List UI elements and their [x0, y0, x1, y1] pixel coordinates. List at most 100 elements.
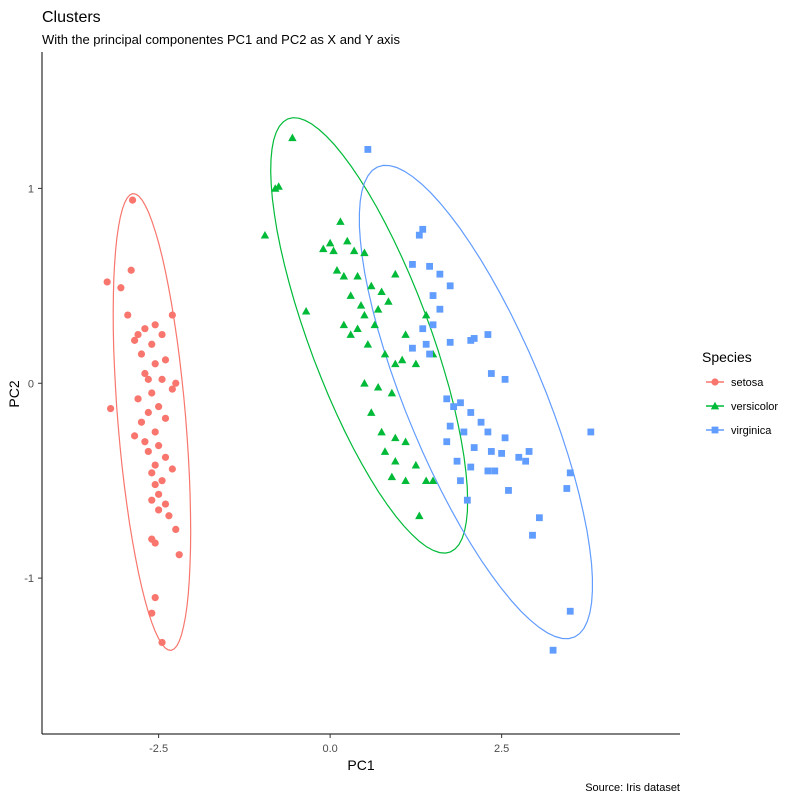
- point-virginica: [501, 375, 509, 383]
- legend-title: Species: [702, 349, 752, 365]
- x-tick-label: 0.0: [322, 743, 337, 755]
- point-virginica: [477, 418, 485, 426]
- point-setosa: [158, 477, 166, 485]
- legend-label-versicolor: versicolor: [731, 401, 778, 413]
- point-versicolor: [367, 408, 376, 416]
- point-setosa: [172, 525, 180, 534]
- point-versicolor: [421, 310, 431, 319]
- point-versicolor: [411, 359, 421, 368]
- point-setosa: [158, 375, 166, 383]
- point-virginica: [484, 428, 492, 436]
- point-setosa: [168, 385, 176, 393]
- point-setosa: [144, 408, 152, 417]
- point-versicolor: [391, 457, 400, 465]
- point-setosa: [161, 414, 170, 422]
- point-virginica: [409, 344, 416, 352]
- point-virginica: [525, 448, 533, 455]
- point-setosa: [148, 389, 156, 397]
- point-setosa: [165, 512, 173, 520]
- y-tick-label: 1: [28, 183, 34, 195]
- ellipse-virginica: [358, 164, 593, 640]
- point-setosa: [151, 428, 159, 436]
- point-virginica: [498, 450, 506, 457]
- point-versicolor: [387, 388, 397, 397]
- point-virginica: [443, 395, 451, 403]
- point-virginica: [426, 350, 434, 358]
- point-setosa: [155, 403, 163, 411]
- axes: -2.5 0.0 2.5 -1 0 1: [24, 52, 680, 755]
- point-setosa: [124, 311, 132, 319]
- point-virginica: [467, 409, 475, 416]
- point-setosa: [148, 469, 156, 477]
- point-virginica: [470, 335, 478, 342]
- legend-key-virginica: [711, 426, 719, 434]
- point-setosa: [161, 356, 170, 364]
- point-versicolor: [428, 476, 438, 485]
- point-versicolor: [363, 340, 373, 348]
- point-versicolor: [421, 476, 431, 485]
- point-versicolor: [415, 511, 424, 520]
- point-versicolor: [353, 271, 362, 280]
- x-axis-label: PC1: [347, 757, 374, 773]
- point-setosa: [155, 442, 163, 450]
- point-versicolor: [373, 305, 383, 313]
- point-setosa: [134, 395, 142, 403]
- point-versicolor: [301, 306, 311, 315]
- point-versicolor: [377, 427, 386, 436]
- point-setosa: [151, 360, 159, 368]
- point-setosa: [155, 490, 163, 498]
- legend: Species setosa versicolor virginica: [702, 349, 778, 437]
- y-axis-ticks: -1 0 1: [24, 183, 42, 585]
- point-setosa: [158, 638, 166, 647]
- legend-items: setosa versicolor virginica: [706, 377, 778, 437]
- point-versicolor: [380, 349, 390, 358]
- point-virginica: [487, 370, 495, 377]
- point-versicolor: [401, 330, 410, 338]
- point-setosa: [151, 321, 159, 329]
- point-versicolor: [391, 433, 400, 442]
- point-setosa: [134, 330, 142, 339]
- point-virginica: [419, 225, 427, 233]
- point-setosa: [155, 506, 163, 514]
- point-setosa: [117, 284, 125, 292]
- point-virginica: [487, 448, 495, 455]
- point-setosa: [148, 609, 156, 617]
- point-versicolor: [391, 269, 400, 278]
- point-setosa: [103, 278, 111, 286]
- point-setosa: [141, 369, 149, 378]
- point-setosa: [128, 196, 137, 204]
- point-virginica: [566, 469, 574, 477]
- point-virginica: [436, 270, 444, 278]
- point-virginica: [491, 467, 499, 475]
- chart-caption: Source: Iris dataset: [585, 782, 680, 794]
- point-versicolor: [380, 447, 390, 455]
- point-virginica: [436, 305, 444, 313]
- point-versicolor: [346, 330, 355, 338]
- point-versicolor: [332, 266, 342, 274]
- point-versicolor: [336, 217, 345, 225]
- plot-panel: [103, 117, 595, 654]
- point-virginica: [446, 338, 454, 346]
- point-versicolor: [397, 355, 407, 364]
- point-virginica: [501, 434, 509, 442]
- point-versicolor: [401, 437, 410, 446]
- point-versicolor: [401, 476, 410, 485]
- point-versicolor: [360, 379, 369, 387]
- point-virginica: [484, 467, 492, 475]
- point-versicolor: [411, 460, 421, 469]
- point-versicolor: [339, 271, 349, 280]
- point-virginica: [463, 496, 471, 504]
- point-virginica: [522, 457, 530, 465]
- point-virginica: [364, 146, 372, 153]
- point-virginica: [422, 340, 430, 348]
- point-versicolor: [370, 320, 379, 329]
- point-versicolor: [373, 382, 383, 391]
- point-setosa: [137, 418, 146, 426]
- point-setosa: [168, 465, 176, 473]
- point-virginica: [563, 485, 571, 492]
- point-setosa: [144, 375, 152, 383]
- point-virginica: [549, 646, 557, 654]
- data-points: [103, 133, 595, 654]
- x-tick-label: 2.5: [494, 743, 509, 755]
